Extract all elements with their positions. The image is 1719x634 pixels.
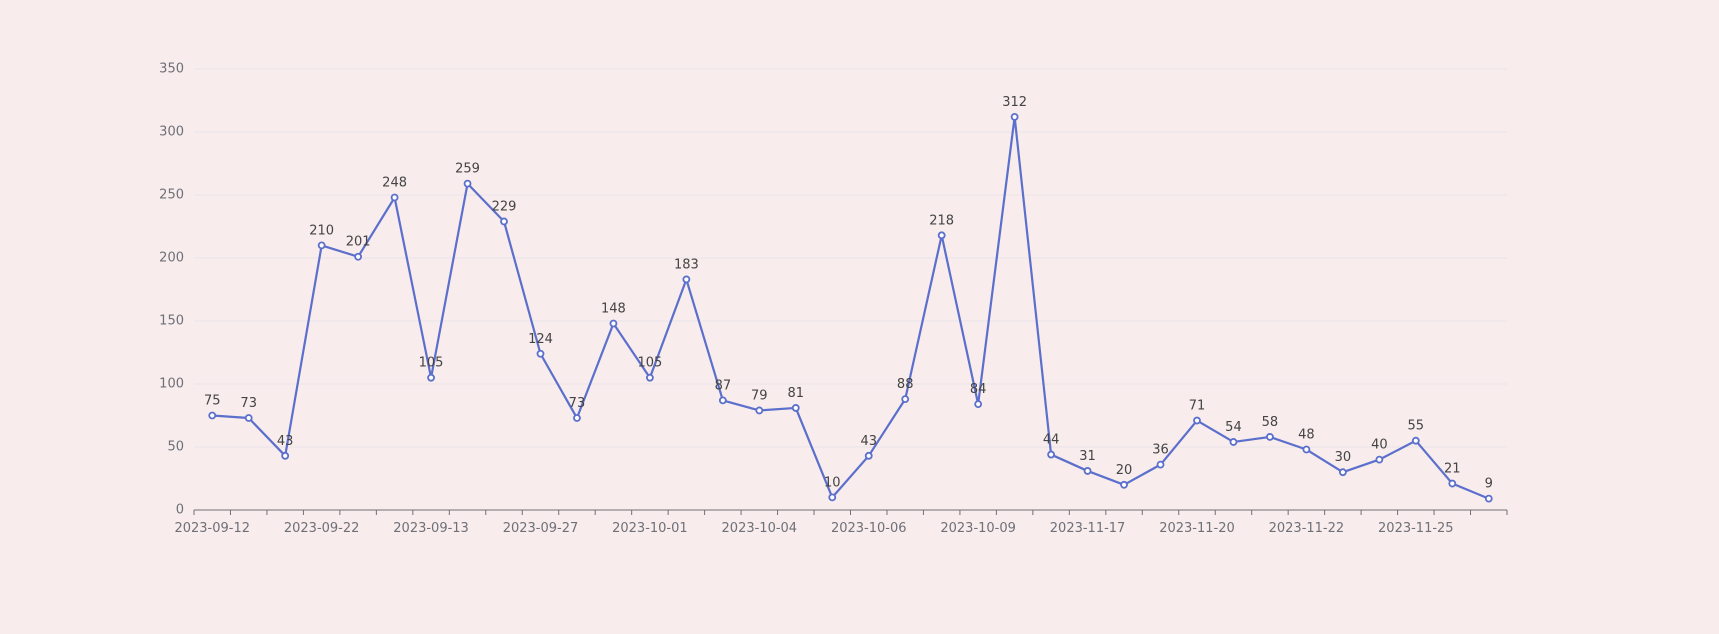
data-label: 201	[346, 235, 371, 250]
data-label: 44	[1043, 433, 1060, 448]
data-point[interactable]	[1375, 455, 1384, 464]
data-label: 148	[601, 302, 626, 317]
data-point[interactable]	[937, 231, 946, 240]
data-points	[208, 112, 1493, 503]
data-label: 105	[419, 356, 444, 371]
data-point[interactable]	[791, 404, 800, 412]
data-point[interactable]	[1083, 467, 1092, 475]
data-point[interactable]	[1448, 479, 1457, 488]
y-tick-label: 350	[159, 62, 184, 77]
data-point[interactable]	[354, 252, 363, 261]
data-point[interactable]	[463, 179, 472, 188]
data-label: 75	[204, 394, 221, 409]
x-tick-label: 2023-11-25	[1378, 521, 1454, 536]
y-tick-label: 0	[176, 503, 184, 518]
data-point[interactable]	[1411, 436, 1420, 445]
data-label: 43	[860, 434, 877, 449]
data-label: 88	[897, 377, 914, 392]
data-point[interactable]	[1266, 433, 1274, 441]
data-point[interactable]	[718, 396, 727, 405]
data-point[interactable]	[427, 373, 435, 382]
data-point[interactable]	[1193, 416, 1201, 425]
axes: 0 50 100 150 200 250 300 350 2023-09-12 2023-09-2…	[159, 62, 1508, 536]
x-tick-label: 2023-11-22	[1269, 521, 1345, 536]
data-point[interactable]	[1484, 494, 1493, 503]
data-label: 79	[751, 388, 768, 403]
data-point[interactable]	[828, 493, 837, 502]
data-label: 21	[1444, 462, 1461, 477]
data-label: 20	[1116, 463, 1133, 478]
data-point[interactable]	[281, 451, 290, 460]
data-label: 10	[824, 475, 841, 490]
data-label: 229	[492, 199, 517, 214]
data-point[interactable]	[317, 241, 326, 250]
data-label: 84	[970, 382, 987, 397]
y-tick-label: 50	[167, 440, 184, 455]
data-point[interactable]	[1010, 112, 1019, 121]
data-point[interactable]	[1120, 480, 1128, 489]
data-point[interactable]	[1156, 460, 1165, 469]
data-labels: 75 73 43 210 201 248 105 259 229 124 73 148 105 183 87…	[204, 95, 1493, 492]
x-tick-label: 2023-09-12	[174, 521, 250, 536]
data-label: 87	[715, 378, 732, 393]
data-point[interactable]	[1302, 445, 1311, 454]
data-point[interactable]	[755, 406, 764, 415]
data-label: 105	[637, 356, 662, 371]
data-point[interactable]	[974, 400, 983, 409]
data-label: 55	[1408, 419, 1425, 434]
data-label: 43	[277, 434, 294, 449]
data-point[interactable]	[1338, 468, 1347, 477]
data-point[interactable]	[682, 275, 691, 284]
data-point[interactable]	[244, 414, 253, 422]
data-point[interactable]	[1229, 438, 1238, 446]
data-label: 54	[1225, 420, 1242, 435]
x-tick-label: 2023-09-27	[503, 521, 579, 536]
x-tick-label: 2023-11-20	[1159, 521, 1235, 536]
data-label: 81	[788, 386, 805, 401]
data-label: 40	[1371, 438, 1388, 453]
x-tick-label: 2023-09-22	[284, 521, 360, 536]
data-label: 312	[1002, 95, 1027, 110]
y-tick-label: 250	[159, 188, 184, 203]
x-tick-label: 2023-10-01	[612, 521, 688, 536]
x-tick-label: 2023-10-06	[831, 521, 907, 536]
data-point[interactable]	[864, 451, 873, 460]
data-point[interactable]	[901, 395, 910, 404]
data-label: 73	[569, 396, 586, 411]
data-label: 210	[309, 223, 334, 238]
series-path	[212, 115, 1490, 500]
y-tick-label: 300	[159, 125, 184, 140]
x-tick-label: 2023-10-09	[940, 521, 1016, 536]
data-label: 124	[528, 332, 553, 347]
x-tick-label: 2023-11-17	[1050, 521, 1126, 536]
x-tick-label: 2023-09-13	[393, 521, 469, 536]
data-label: 259	[455, 162, 480, 177]
data-point[interactable]	[646, 373, 654, 382]
data-point[interactable]	[1047, 450, 1055, 459]
series-line	[212, 115, 1490, 500]
data-label: 36	[1152, 443, 1169, 458]
data-label: 31	[1079, 449, 1096, 464]
grid-lines	[194, 68, 1507, 448]
data-point[interactable]	[573, 414, 581, 422]
data-point[interactable]	[536, 349, 545, 358]
y-tick-label: 100	[159, 377, 184, 392]
data-label: 183	[674, 257, 699, 272]
data-label: 73	[240, 396, 257, 411]
data-label: 58	[1262, 415, 1279, 430]
data-label: 71	[1189, 399, 1206, 414]
data-point[interactable]	[609, 319, 618, 328]
data-label: 30	[1335, 450, 1352, 465]
data-label: 248	[382, 176, 407, 191]
x-tick-label: 2023-10-04	[722, 521, 798, 536]
data-label: 9	[1485, 477, 1493, 492]
data-point[interactable]	[208, 411, 217, 420]
data-point[interactable]	[390, 193, 399, 202]
y-tick-label: 200	[159, 251, 184, 266]
data-point[interactable]	[500, 217, 508, 226]
y-tick-label: 150	[159, 314, 184, 329]
data-label: 48	[1298, 428, 1315, 443]
data-label: 218	[929, 213, 954, 228]
